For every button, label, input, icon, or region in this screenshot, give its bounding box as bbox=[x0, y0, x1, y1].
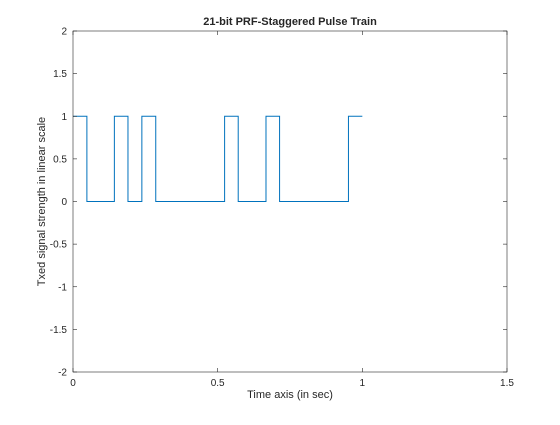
ticks-layer: 0 0.5 1 1.5 -2 -1.5 -1 -0.5 0 0.5 1 1.5 2 bbox=[50, 27, 515, 390]
y-tick-label: -0.5 bbox=[50, 240, 68, 251]
y-tick-label: 0 bbox=[61, 197, 67, 208]
series-line-1 bbox=[73, 115, 363, 202]
x-tick-label: 1.5 bbox=[500, 378, 514, 389]
y-tick-label: -1.5 bbox=[50, 325, 68, 336]
x-axis-label: Time axis (in sec) bbox=[247, 389, 333, 401]
y-tick-label: -2 bbox=[58, 368, 67, 379]
y-tick-label: 0.5 bbox=[53, 154, 67, 165]
series-layer bbox=[73, 115, 363, 202]
y-tick-label: 1.5 bbox=[53, 69, 67, 80]
y-axis-label: Txed signal strength in linear scale bbox=[36, 117, 48, 286]
x-tick-label: 0.5 bbox=[211, 378, 225, 389]
y-tick-label: 1 bbox=[61, 112, 67, 123]
x-tick-label: 0 bbox=[70, 378, 76, 389]
x-tick-label: 1 bbox=[360, 378, 366, 389]
chart-title: 21-bit PRF-Staggered Pulse Train bbox=[203, 16, 377, 28]
y-tick-label: -1 bbox=[58, 282, 67, 293]
y-tick-label: 2 bbox=[61, 27, 67, 38]
